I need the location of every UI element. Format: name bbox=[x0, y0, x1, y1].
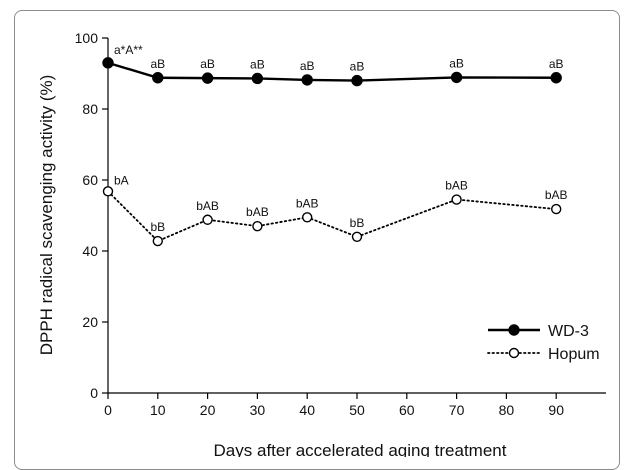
data-point bbox=[201, 72, 214, 84]
data-point bbox=[550, 72, 562, 84]
data-point bbox=[202, 214, 213, 225]
y-axis-title: DPPH radical scavenging activity (%) bbox=[37, 75, 56, 356]
data-label: aB bbox=[350, 60, 365, 74]
data-label: bB bbox=[350, 216, 365, 230]
legend-marker bbox=[508, 347, 520, 359]
x-ticks: 0 10 20 30 40 50 60 70 80 90 bbox=[104, 393, 564, 418]
y-tick-label: 0 bbox=[90, 385, 98, 401]
y-ticks: 0 20 40 60 80 100 bbox=[75, 30, 108, 401]
data-label: bA bbox=[114, 173, 129, 187]
data-label: aB bbox=[250, 57, 265, 71]
x-tick-label: 30 bbox=[250, 402, 266, 418]
x-axis-title: Days after accelerated aging treatment bbox=[214, 441, 507, 457]
data-point bbox=[102, 186, 114, 197]
data-point bbox=[251, 72, 264, 85]
data-label: bAB bbox=[445, 179, 468, 193]
line-chart: 0 20 40 60 80 100 0 10 20 30 40 50 60 70 80 90 DPPH ra… bbox=[37, 30, 606, 457]
x-tick-label: 50 bbox=[349, 402, 365, 418]
x-tick-label: 40 bbox=[299, 402, 315, 418]
data-label: bAB bbox=[296, 196, 319, 210]
data-label: bB bbox=[150, 220, 165, 234]
data-point bbox=[351, 74, 363, 87]
x-tick-label: 0 bbox=[104, 402, 112, 418]
legend: WD-3 Hopum bbox=[487, 323, 600, 363]
data-point bbox=[252, 220, 263, 232]
data-label: bAB bbox=[246, 205, 269, 219]
series-line bbox=[107, 61, 557, 82]
data-label: bAB bbox=[545, 188, 568, 202]
data-label: bAB bbox=[196, 199, 219, 213]
series-wd-3: a*A** aB aB aB aB aB aB aB bbox=[102, 43, 564, 87]
data-point bbox=[302, 212, 313, 223]
x-tick-label: 10 bbox=[150, 402, 166, 418]
data-label: aB bbox=[549, 57, 564, 71]
x-tick-label: 60 bbox=[399, 402, 415, 418]
data-point bbox=[301, 74, 313, 86]
legend-item: Hopum bbox=[487, 346, 600, 363]
data-point bbox=[450, 71, 463, 84]
legend-label: WD-3 bbox=[548, 323, 589, 340]
data-label: aB bbox=[300, 59, 315, 73]
data-label: aB bbox=[200, 57, 215, 71]
legend-label: Hopum bbox=[548, 346, 600, 363]
data-point bbox=[351, 231, 363, 243]
data-point bbox=[451, 194, 462, 205]
series-layer: a*A** aB aB aB aB aB aB aB bA bB bAB bAB bAB bB bAB bAB bbox=[102, 43, 568, 247]
data-label: a*A** bbox=[114, 43, 143, 57]
y-tick-label: 100 bbox=[75, 30, 99, 46]
data-point bbox=[102, 57, 114, 69]
data-point bbox=[152, 235, 164, 247]
y-tick-label: 60 bbox=[82, 172, 98, 188]
legend-item: WD-3 bbox=[488, 323, 589, 340]
data-label: aB bbox=[150, 57, 165, 71]
series-hopum: bA bB bAB bAB bAB bB bAB bAB bbox=[102, 173, 568, 247]
data-point bbox=[152, 72, 164, 84]
data-point bbox=[551, 203, 562, 215]
series-line bbox=[107, 190, 558, 243]
y-tick-label: 40 bbox=[82, 243, 98, 259]
x-tick-label: 20 bbox=[200, 402, 216, 418]
x-tick-label: 80 bbox=[499, 402, 515, 418]
y-tick-label: 20 bbox=[82, 314, 98, 330]
x-tick-label: 70 bbox=[449, 402, 465, 418]
legend-marker bbox=[508, 324, 520, 336]
x-tick-label: 90 bbox=[548, 402, 564, 418]
y-tick-label: 80 bbox=[82, 101, 98, 117]
data-label: aB bbox=[449, 56, 464, 70]
